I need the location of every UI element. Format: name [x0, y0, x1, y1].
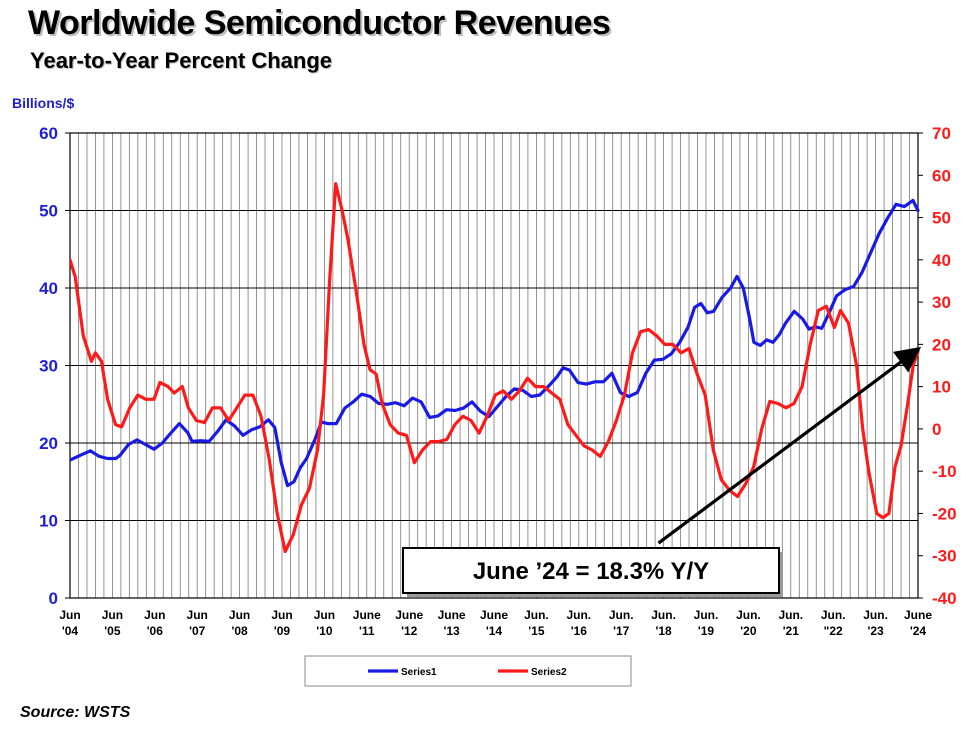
legend-label-series2: Series2	[531, 667, 567, 678]
x-tick-label: Jun.	[524, 608, 549, 622]
source-note: Source: WSTS	[20, 704, 131, 721]
x-tick-label: Jun.	[863, 608, 888, 622]
right-tick-label: 10	[932, 378, 951, 397]
x-tick-year-label: '11	[359, 624, 375, 638]
chart-title: Worldwide Semiconductor Revenues	[28, 4, 611, 42]
right-tick-label: 30	[932, 293, 951, 312]
right-tick-label: 40	[932, 251, 951, 270]
x-tick-year-label: '06	[147, 624, 164, 638]
x-tick-label: Jun	[144, 608, 165, 622]
left-tick-label: 60	[39, 124, 58, 143]
x-tick-year-label: '18	[655, 624, 672, 638]
x-tick-label: Jun.	[566, 608, 591, 622]
x-tick-label: Jun.	[821, 608, 846, 622]
x-tick-label: June	[395, 608, 423, 622]
left-tick-label: 10	[39, 512, 58, 531]
x-tick-label: June	[438, 608, 466, 622]
right-tick-label: 0	[932, 420, 941, 439]
x-tick-label: Jun.	[651, 608, 676, 622]
legend-box	[304, 655, 632, 687]
series-line-series1	[70, 198, 920, 488]
annotation-arrow	[657, 346, 922, 545]
left-axis-unit-label: Billions/$	[12, 95, 75, 111]
x-tick-label: Jun.	[694, 608, 719, 622]
right-tick-label: 60	[932, 166, 951, 185]
x-tick-year-label: '12	[401, 624, 418, 638]
right-tick-label: -10	[932, 462, 957, 481]
left-tick-label: 30	[39, 357, 58, 376]
left-tick-label: 50	[39, 202, 58, 221]
right-tick-label: 50	[932, 209, 951, 228]
x-tick-label: Jun.	[736, 608, 761, 622]
x-tick-label: Jun	[187, 608, 208, 622]
left-tick-label: 20	[39, 434, 58, 453]
right-tick-label: 70	[932, 124, 951, 143]
legend-label-series1: Series1	[401, 667, 437, 678]
left-tick-label: 0	[49, 589, 58, 608]
x-tick-year-label: '20	[740, 624, 757, 638]
x-tick-year-label: '13	[443, 624, 460, 638]
x-tick-label: Jun	[59, 608, 80, 622]
x-tick-year-label: '08	[231, 624, 248, 638]
x-tick-label: Jun.	[778, 608, 803, 622]
x-tick-year-label: '24	[910, 624, 927, 638]
x-tick-year-label: '16	[571, 624, 588, 638]
x-tick-year-label: '21	[783, 624, 800, 638]
right-tick-label: -40	[932, 589, 957, 608]
x-tick-year-label: '09	[274, 624, 291, 638]
x-tick-year-label: '23	[867, 624, 884, 638]
x-tick-year-label: '10	[316, 624, 333, 638]
x-tick-year-label: '04	[62, 624, 79, 638]
x-tick-label: Jun	[314, 608, 335, 622]
x-tick-year-label: '15	[528, 624, 545, 638]
right-tick-label: -30	[932, 547, 957, 566]
x-tick-label: Jun	[271, 608, 292, 622]
x-tick-label: June	[353, 608, 381, 622]
x-tick-year-label: '05	[104, 624, 121, 638]
x-tick-label: Jun	[229, 608, 250, 622]
annotation-text: June ’24 = 18.3% Y/Y	[473, 558, 709, 585]
annotation-box	[402, 547, 780, 594]
x-tick-label: June	[904, 608, 932, 622]
x-tick-year-label: '14	[486, 624, 503, 638]
chart-subtitle: Year-to-Year Percent Change	[30, 48, 333, 73]
x-tick-year-label: '17	[613, 624, 630, 638]
left-tick-label: 40	[39, 279, 58, 298]
x-tick-year-label: '19	[698, 624, 715, 638]
x-tick-year-label: "22	[824, 624, 843, 638]
right-tick-label: -20	[932, 504, 957, 523]
right-tick-label: 20	[932, 335, 951, 354]
x-tick-year-label: '07	[189, 624, 206, 638]
series-line-series2	[70, 182, 920, 554]
x-tick-label: Jun.	[609, 608, 634, 622]
x-tick-label: June	[480, 608, 508, 622]
x-tick-label: Jun	[102, 608, 123, 622]
